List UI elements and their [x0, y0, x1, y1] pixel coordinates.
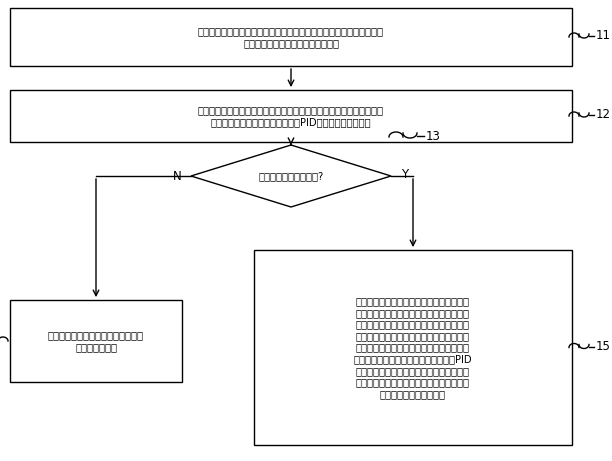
Text: 15: 15 — [596, 340, 611, 353]
Text: N: N — [173, 171, 181, 183]
FancyBboxPatch shape — [10, 300, 182, 382]
Text: 空调制冷运行，获取实时室内环境温度和设定室内目标温度，获取空调
所在室内的目标与空调间的实时距离: 空调制冷运行，获取实时室内环境温度和设定室内目标温度，获取空调 所在室内的目标与… — [198, 26, 384, 48]
Text: Y: Y — [401, 169, 409, 182]
Text: 13: 13 — [426, 130, 441, 142]
Text: 执行第一控制：选择第一频率控制空
调的压缩机运行: 执行第一控制：选择第一频率控制空 调的压缩机运行 — [48, 330, 144, 352]
FancyBboxPatch shape — [10, 8, 572, 66]
Text: 11: 11 — [596, 30, 611, 42]
FancyBboxPatch shape — [10, 90, 572, 142]
Text: 计算实时室内环境温度与设定室内目标温度之间的温差，作为实时室内
温差，根据实时室内温差进行室温PID运算，获得第一频率: 计算实时室内环境温度与设定室内目标温度之间的温差，作为实时室内 温差，根据实时室… — [198, 105, 384, 127]
FancyBboxPatch shape — [254, 250, 572, 445]
Text: 12: 12 — [596, 108, 611, 122]
Text: 实时距离小于设定距离?: 实时距离小于设定距离? — [258, 171, 324, 181]
Polygon shape — [191, 145, 391, 207]
Text: 执行第二控制：获取空调蒸发器的实时盘管
温度，根据已知的距离与盘管目标温度的对
应关系确定与实时距离对应的盘管目标温度
作为实时盘管目标温度，计算实时盘管温度
: 执行第二控制：获取空调蒸发器的实时盘管 温度，根据已知的距离与盘管目标温度的对 … — [354, 296, 472, 399]
